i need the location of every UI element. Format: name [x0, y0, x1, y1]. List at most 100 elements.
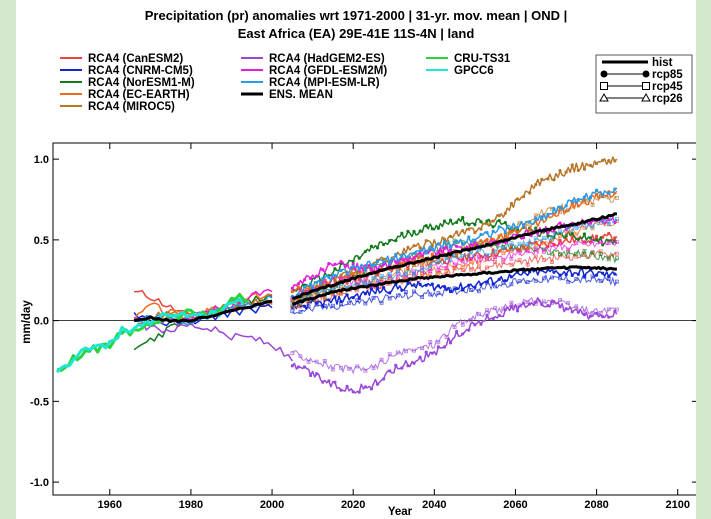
series-marker	[382, 262, 386, 266]
legend-entry: RCA4 (EC-EARTH)	[60, 89, 190, 101]
series-marker	[558, 221, 562, 225]
series-marker	[442, 246, 447, 250]
series-marker	[468, 256, 473, 261]
series-marker	[550, 301, 554, 306]
series-marker	[298, 354, 303, 359]
series-marker	[517, 279, 522, 284]
series-marker	[558, 276, 562, 281]
series-marker	[501, 257, 506, 262]
series-marker	[345, 293, 349, 297]
series-marker	[570, 163, 574, 167]
series-marker	[574, 304, 579, 309]
series-marker	[503, 230, 507, 235]
series-marker	[534, 182, 538, 187]
series-marker	[614, 251, 619, 256]
series-marker	[387, 296, 392, 301]
series-marker	[576, 237, 580, 241]
series-marker	[590, 239, 595, 243]
series-rca4-hadgem2-es-	[133, 297, 619, 394]
legend-entry: RCA4 (HadGEM2-ES)	[241, 53, 385, 65]
series-marker	[333, 267, 337, 271]
series-marker	[436, 340, 441, 345]
scenario-legend-entry: hist	[602, 57, 673, 69]
series-marker	[473, 222, 477, 227]
series-marker	[369, 268, 374, 272]
series-marker	[558, 241, 562, 246]
legend-entry: RCA4 (CNRM-CM5)	[60, 65, 193, 77]
series-marker	[306, 359, 311, 364]
series-marker	[347, 366, 352, 371]
series-marker	[525, 280, 530, 284]
series-marker	[448, 234, 453, 238]
series-marker	[345, 272, 349, 276]
series-marker	[541, 299, 546, 304]
series-marker	[503, 220, 507, 225]
series-marker	[387, 271, 392, 276]
series-marker	[566, 279, 571, 284]
series-marker	[521, 236, 526, 240]
series-marker	[576, 310, 580, 314]
series-marker	[351, 390, 355, 394]
legend-entry: ENS. MEAN	[241, 89, 333, 101]
series-marker	[436, 267, 441, 272]
series-marker	[339, 302, 343, 307]
series-marker	[473, 230, 477, 235]
series-marker	[467, 227, 471, 231]
series-marker	[546, 234, 550, 238]
series-marker	[321, 276, 325, 281]
series-marker	[570, 199, 574, 204]
series-marker	[509, 226, 513, 230]
series-marker	[503, 211, 507, 215]
series-marker	[533, 236, 538, 241]
series-marker	[491, 237, 495, 241]
series-marker	[460, 254, 465, 258]
series-marker	[351, 272, 355, 276]
series-marker	[424, 283, 428, 287]
series-marker	[460, 268, 465, 273]
series-marker	[541, 257, 546, 262]
series-marker	[594, 161, 599, 166]
series-marker	[485, 219, 489, 223]
series-marker	[333, 380, 337, 384]
series-marker	[442, 219, 447, 223]
series-marker	[564, 170, 568, 174]
series-marker	[546, 212, 550, 216]
series-marker	[382, 377, 386, 381]
series-marker	[339, 365, 343, 370]
series-marker	[418, 229, 422, 233]
series-marker	[497, 225, 501, 229]
series-marker	[582, 313, 587, 317]
series-marker	[501, 281, 506, 285]
series-marker	[339, 299, 343, 304]
series-marker	[448, 218, 453, 222]
scenario-legend-entry: rcp26	[599, 92, 683, 105]
chart-title-line-2: East Africa (EA) 29E-41E 11S-4N | land	[238, 26, 475, 41]
series-marker	[570, 310, 574, 314]
series-marker	[503, 279, 507, 283]
series-marker	[306, 304, 311, 309]
series-marker	[412, 244, 416, 248]
series-marker	[550, 251, 554, 256]
legend-entry: GPCC6	[426, 65, 494, 77]
series-marker	[485, 265, 489, 270]
series-marker	[448, 248, 453, 252]
series-marker	[460, 287, 465, 292]
series-marker	[607, 159, 611, 163]
series-marker	[452, 254, 457, 258]
series-marker	[357, 256, 361, 260]
series-marker	[371, 276, 376, 280]
series-marker	[339, 259, 343, 264]
series-marker	[333, 295, 337, 299]
series-marker	[598, 239, 603, 244]
series-marker	[412, 348, 416, 353]
series-marker	[493, 249, 498, 254]
series-marker	[521, 224, 526, 229]
legend-entry: RCA4 (CanESM2)	[60, 53, 183, 65]
series-marker	[607, 231, 611, 236]
series-marker	[528, 220, 532, 224]
series-marker	[412, 251, 416, 256]
model-legend: RCA4 (CanESM2)RCA4 (CNRM-CM5)RCA4 (NorES…	[60, 53, 511, 113]
legend-label: RCA4 (EC-EARTH)	[88, 89, 190, 101]
series-marker	[473, 285, 477, 289]
series-marker	[552, 178, 556, 182]
